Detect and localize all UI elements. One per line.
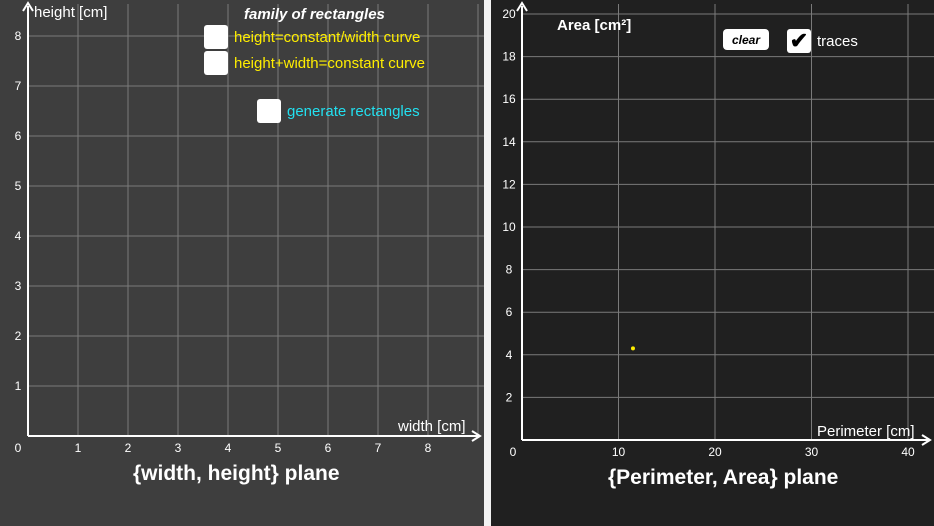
width-height-graph[interactable]: 0 1 2 3 4 5 6 7 8 1 2 3 4 5 6 7 8 width [cm] height [cm]	[0, 0, 484, 526]
x-tick-label: 8	[425, 441, 432, 455]
x-tick-label: 2	[125, 441, 132, 455]
y-tick-label: 10	[502, 220, 516, 234]
y-tick-label: 18	[502, 50, 516, 64]
perimeter-area-point[interactable]	[630, 346, 635, 351]
width-height-panel: 0 1 2 3 4 5 6 7 8 1 2 3 4 5 6 7 8 width [cm] height [cm]…	[0, 0, 484, 526]
x-tick-label: 7	[375, 441, 382, 455]
left-axes	[22, 1, 482, 442]
y-axis-label: height [cm]	[34, 4, 107, 21]
x-tick-label: 0	[510, 445, 517, 459]
y-tick-label: 2	[15, 329, 22, 343]
product-curve-label: height=constant/width curve	[234, 28, 421, 46]
perimeter-axis-arrow-icon	[921, 434, 932, 446]
sum-curve-label: height+width=constant curve	[234, 54, 425, 72]
x-tick-label: 5	[275, 441, 282, 455]
panel-divider	[484, 0, 491, 526]
right-axes	[516, 1, 932, 446]
perimeter-area-graph[interactable]: 0 10 20 30 40 2 4 6 8 10 12 14 16 18 20 Perimeter [cm]…	[491, 0, 934, 526]
y-tick-label: 6	[506, 305, 513, 319]
perimeter-axis-label: Perimeter [cm]	[817, 423, 915, 440]
product-curve-checkbox[interactable]	[204, 25, 228, 49]
area-axis-arrow-icon	[516, 1, 528, 12]
x-tick-label: 6	[325, 441, 332, 455]
checkmark-icon: ✔	[789, 28, 809, 53]
width-height-plane-label: {width, height} plane	[133, 462, 340, 485]
right-grid	[522, 4, 934, 440]
sum-curve-checkbox[interactable]	[204, 51, 228, 75]
family-title: family of rectangles	[244, 6, 385, 23]
x-tick-label: 0	[15, 441, 22, 455]
x-tick-label: 20	[708, 445, 722, 459]
y-tick-label: 8	[506, 263, 513, 277]
traces-label: traces	[817, 32, 858, 50]
y-tick-label: 7	[15, 79, 22, 93]
y-tick-label: 3	[15, 279, 22, 293]
x-tick-label: 1	[75, 441, 82, 455]
y-tick-label: 2	[506, 390, 513, 404]
y-axis-arrow-icon	[22, 1, 34, 12]
product-curve-toggle[interactable]: height=constant/width curve	[204, 25, 420, 49]
y-tick-label: 4	[15, 229, 22, 243]
perimeter-area-panel: 0 10 20 30 40 2 4 6 8 10 12 14 16 18 20 Perimeter [cm]…	[491, 0, 934, 526]
x-tick-label: 40	[901, 445, 915, 459]
y-tick-label: 8	[15, 29, 22, 43]
traces-toggle[interactable]: ✔ traces	[787, 29, 858, 53]
y-tick-label: 12	[502, 177, 516, 191]
sum-curve-toggle[interactable]: height+width=constant curve	[204, 51, 425, 75]
x-tick-label: 10	[612, 445, 626, 459]
x-tick-label: 3	[175, 441, 182, 455]
perimeter-area-plane-label: {Perimeter, Area} plane	[608, 466, 839, 489]
traces-checkbox[interactable]: ✔	[787, 29, 811, 53]
right-tick-labels: 0 10 20 30 40 2 4 6 8 10 12 14 16 18 20	[502, 7, 915, 459]
generate-rectangles-toggle[interactable]: generate rectangles	[257, 99, 420, 123]
y-tick-label: 4	[506, 348, 513, 362]
y-tick-label: 5	[15, 179, 22, 193]
y-tick-label: 1	[15, 379, 22, 393]
x-axis-arrow-icon	[471, 430, 482, 442]
y-tick-label: 6	[15, 129, 22, 143]
clear-button[interactable]: clear	[723, 29, 769, 50]
x-tick-label: 30	[805, 445, 819, 459]
area-axis-label: Area [cm²]	[557, 17, 631, 34]
y-tick-label: 14	[502, 135, 516, 149]
left-tick-labels: 0 1 2 3 4 5 6 7 8 1 2 3 4 5 6 7 8	[15, 29, 432, 455]
generate-rectangles-checkbox[interactable]	[257, 99, 281, 123]
y-tick-label: 20	[502, 7, 516, 21]
y-tick-label: 16	[502, 92, 516, 106]
x-axis-label: width [cm]	[397, 418, 466, 435]
generate-rectangles-label: generate rectangles	[287, 102, 420, 120]
left-grid	[28, 4, 484, 436]
x-tick-label: 4	[225, 441, 232, 455]
